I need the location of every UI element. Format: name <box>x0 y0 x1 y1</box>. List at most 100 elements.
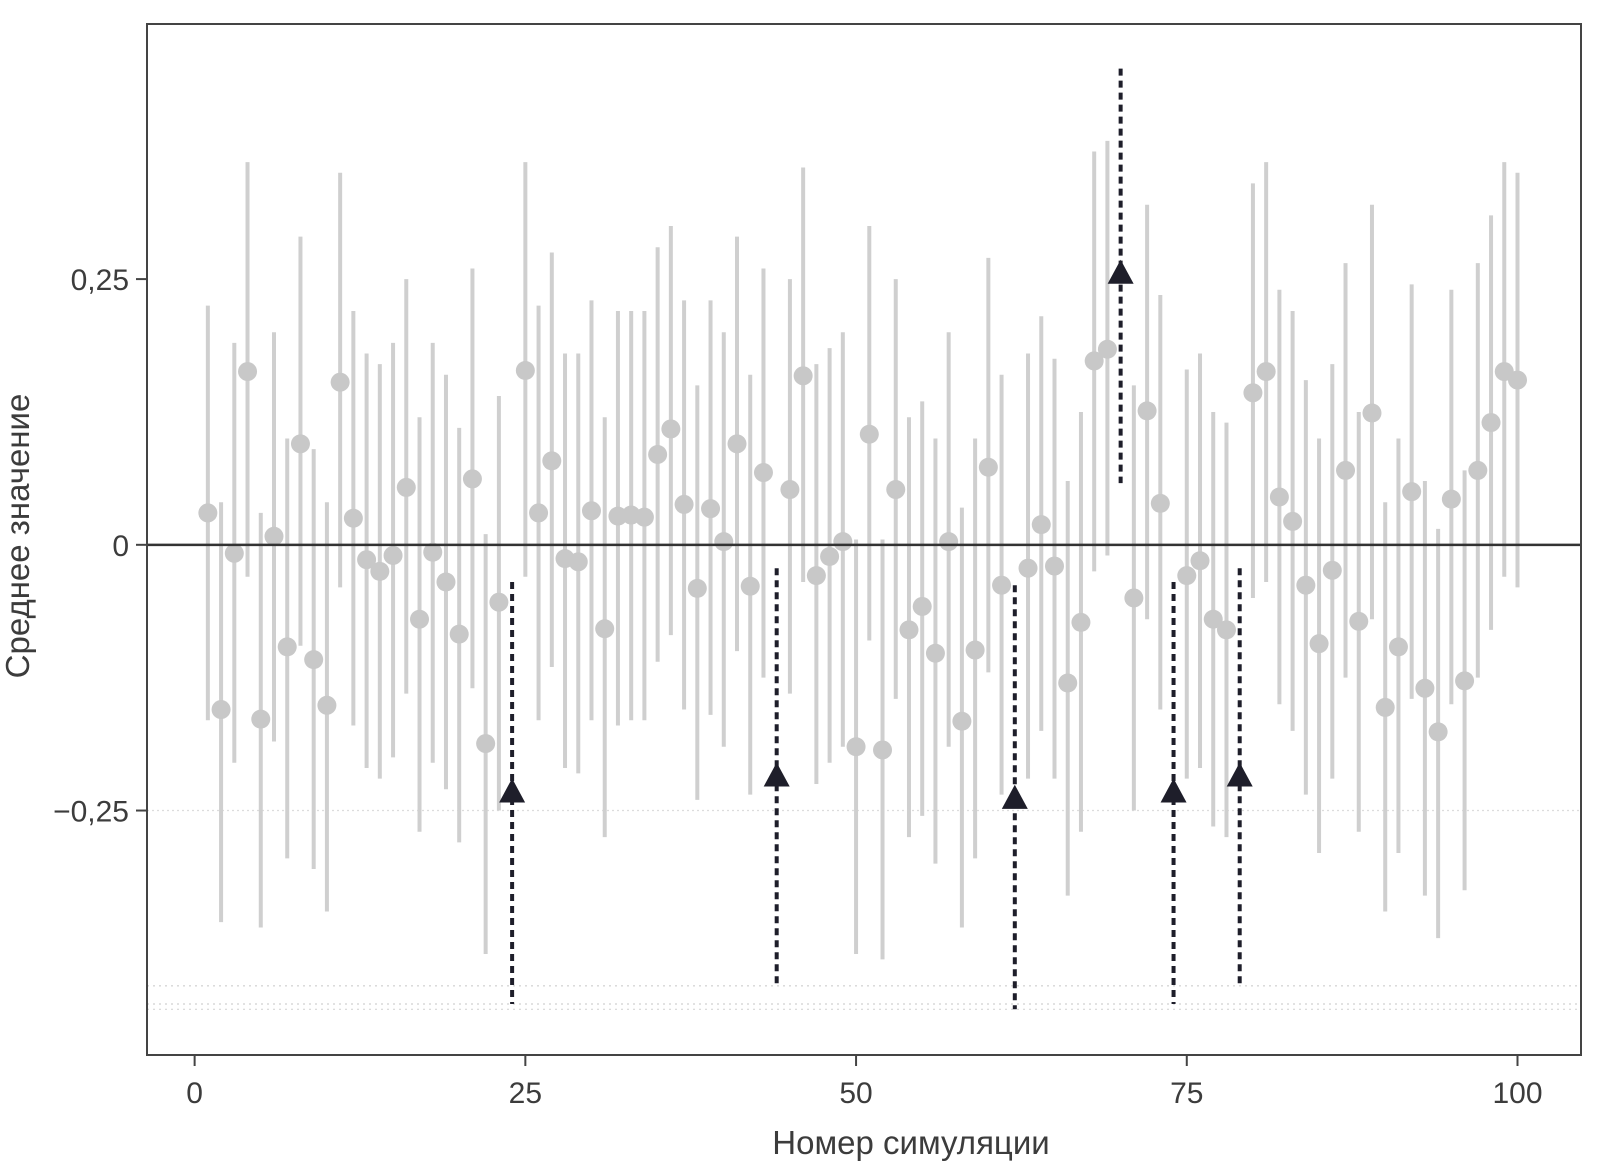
data-point <box>1428 722 1448 742</box>
highlight-triangle-point <box>499 778 526 803</box>
data-point <box>714 532 734 552</box>
highlight-triangle-point <box>1226 762 1253 787</box>
data-point <box>674 494 694 514</box>
data-point <box>330 372 350 392</box>
data-point <box>952 711 972 731</box>
data-point <box>1044 556 1064 576</box>
x-tick-label: 75 <box>1170 1077 1203 1110</box>
data-point <box>899 620 919 640</box>
data-point <box>701 499 721 519</box>
data-point <box>1177 566 1197 586</box>
data-point <box>396 477 416 497</box>
data-point <box>198 503 218 523</box>
data-point <box>264 526 284 546</box>
data-point <box>687 578 707 598</box>
highlight-triangle-point <box>1160 778 1187 803</box>
highlight-triangle-point <box>1001 784 1028 809</box>
data-point <box>939 532 959 552</box>
data-point <box>1309 634 1329 654</box>
data-point <box>1441 489 1461 509</box>
data-point <box>449 624 469 644</box>
axes-layer: 0 25 50 75 100 0,25 0 −0,25 <box>53 23 1582 1110</box>
data-point <box>529 503 549 523</box>
data-point <box>634 507 654 527</box>
data-point <box>833 532 853 552</box>
highlighted-points-layer <box>499 68 1253 1010</box>
data-point <box>925 643 945 663</box>
data-point <box>1256 362 1276 382</box>
data-point <box>1402 482 1422 502</box>
data-point <box>1349 611 1369 631</box>
data-point <box>1336 460 1356 480</box>
data-point <box>846 737 866 757</box>
data-point <box>753 463 773 483</box>
data-point <box>1097 339 1117 359</box>
plot-frame <box>146 23 1582 1056</box>
confidence-interval-layer <box>205 140 1520 960</box>
data-point <box>1296 575 1316 595</box>
data-point <box>1190 551 1210 571</box>
data-point <box>290 434 310 454</box>
data-point <box>383 545 403 565</box>
data-point <box>1375 697 1395 717</box>
data-point <box>1124 588 1144 608</box>
data-point <box>489 592 509 612</box>
data-point <box>1216 620 1236 640</box>
data-point <box>1243 383 1263 403</box>
data-point <box>304 650 324 670</box>
x-tick-label: 50 <box>839 1077 872 1110</box>
highlight-triangle-point <box>763 762 790 787</box>
data-point <box>224 543 244 563</box>
x-tick-label: 100 <box>1492 1077 1542 1110</box>
data-point <box>648 444 668 464</box>
data-point <box>357 550 377 570</box>
data-point <box>238 362 258 382</box>
data-point <box>965 640 985 660</box>
y-tick-label: −0,25 <box>53 796 129 829</box>
points-layer <box>198 339 1528 760</box>
data-point <box>1322 560 1342 580</box>
data-point <box>211 700 231 720</box>
data-point <box>1203 609 1223 629</box>
data-point <box>912 596 932 616</box>
data-point <box>1031 515 1051 535</box>
x-axis-title: Номер симуляции <box>772 1124 1049 1161</box>
data-point <box>423 542 443 562</box>
guide-layer <box>147 809 1581 1010</box>
data-point <box>820 547 840 567</box>
data-point <box>1150 493 1170 513</box>
data-point <box>1481 413 1501 433</box>
data-point <box>251 709 271 729</box>
data-point <box>410 609 430 629</box>
data-point <box>727 434 747 454</box>
data-point <box>978 457 998 477</box>
data-point <box>661 419 681 439</box>
data-point <box>1269 487 1289 507</box>
data-point <box>277 637 297 657</box>
data-point <box>595 619 615 639</box>
y-axis-title: Среднее значение <box>0 394 36 679</box>
x-tick-label: 25 <box>509 1077 542 1110</box>
data-point <box>462 469 482 489</box>
y-tick-label: 0 <box>112 530 129 563</box>
data-point <box>542 451 562 471</box>
y-tick-label: 0,25 <box>71 264 129 297</box>
data-point <box>370 561 390 581</box>
data-point <box>1468 460 1488 480</box>
data-point <box>1388 637 1408 657</box>
data-point <box>740 576 760 596</box>
data-point <box>476 734 496 754</box>
highlight-triangle-point <box>1107 259 1134 284</box>
data-point <box>568 552 588 572</box>
data-point <box>1058 673 1078 693</box>
data-point <box>515 361 535 381</box>
data-point <box>1455 671 1475 691</box>
data-point <box>1071 612 1091 632</box>
data-point <box>780 480 800 500</box>
data-point <box>859 424 879 444</box>
data-point <box>1283 511 1303 531</box>
data-point <box>436 572 456 592</box>
data-point <box>1084 351 1104 371</box>
data-point <box>581 501 601 521</box>
